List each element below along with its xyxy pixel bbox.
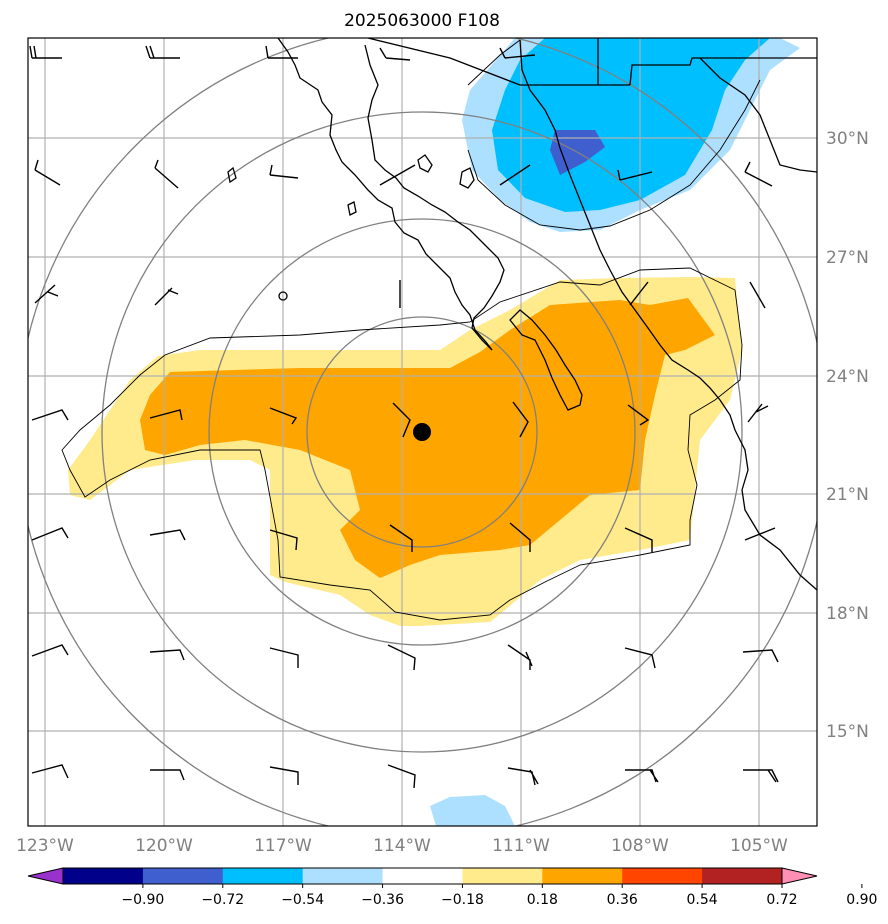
lat-label-15n: 15°N xyxy=(826,722,869,742)
colorbar-segment xyxy=(222,868,304,884)
colorbar-tick-label: 0.72 xyxy=(766,892,797,908)
colorbar-tick-label: −0.72 xyxy=(201,892,244,908)
colorbar-segment xyxy=(142,868,224,884)
lon-label-114w: 114°W xyxy=(373,836,431,856)
colorbar-tick-label: 0.90 xyxy=(846,892,877,908)
map-frame xyxy=(27,37,818,827)
lat-label-18n: 18°N xyxy=(826,604,869,624)
lat-label-30n: 30°N xyxy=(826,129,869,149)
map-title: 2025063000 F108 xyxy=(344,11,500,31)
colorbar-segment xyxy=(63,868,144,884)
colorbar-tick-label: −0.54 xyxy=(281,892,324,908)
colorbar-frame xyxy=(62,867,783,885)
lat-label-27n: 27°N xyxy=(826,248,869,268)
lon-label-123w: 123°W xyxy=(16,836,74,856)
colorbar-segment xyxy=(702,868,783,884)
latitude-labels: 30°N 27°N 24°N 21°N 18°N 15°N xyxy=(826,129,869,742)
lat-label-24n: 24°N xyxy=(826,367,869,387)
colorbar-extend-low xyxy=(28,868,63,884)
lon-label-111w: 111°W xyxy=(492,836,550,856)
lon-label-117w: 117°W xyxy=(254,836,312,856)
negative-anomaly-south xyxy=(430,795,515,826)
colorbar-tick-label: 0.18 xyxy=(527,892,558,908)
lon-label-120w: 120°W xyxy=(135,836,193,856)
coastlines xyxy=(227,38,817,591)
wind-barbs xyxy=(29,45,779,789)
anomaly-contours xyxy=(61,39,761,621)
colorbar-tick-label: −0.36 xyxy=(361,892,404,908)
colorbar-tick-label: 0.36 xyxy=(607,892,638,908)
colorbar-tick-label: 0.54 xyxy=(687,892,718,908)
map-area xyxy=(28,38,817,826)
colorbar-tick-label: −0.90 xyxy=(121,892,164,908)
colorbar: −0.90 −0.72 −0.54 −0.36 −0.18 0.18 0.36 0.54 0.7… xyxy=(27,867,877,908)
colorbar-extend-high xyxy=(782,868,817,884)
colorbar-segment xyxy=(302,868,384,884)
lon-label-105w: 105°W xyxy=(730,836,788,856)
colorbar-segment xyxy=(542,868,623,884)
colorbar-segment xyxy=(622,868,703,884)
colorbar-tick-label: −0.18 xyxy=(441,892,484,908)
colorbar-segment xyxy=(382,868,463,884)
longitude-labels: 123°W 120°W 117°W 114°W 111°W 108°W 105°… xyxy=(16,836,788,856)
colorbar-ticks: −0.90 −0.72 −0.54 −0.36 −0.18 0.18 0.36 0.54 0.7… xyxy=(121,884,877,908)
colorbar-segments xyxy=(28,868,817,884)
storm-center-dot xyxy=(413,423,431,441)
lat-label-21n: 21°N xyxy=(826,485,869,505)
colorbar-segment xyxy=(462,868,543,884)
lon-label-108w: 108°W xyxy=(611,836,669,856)
range-rings xyxy=(28,38,817,826)
